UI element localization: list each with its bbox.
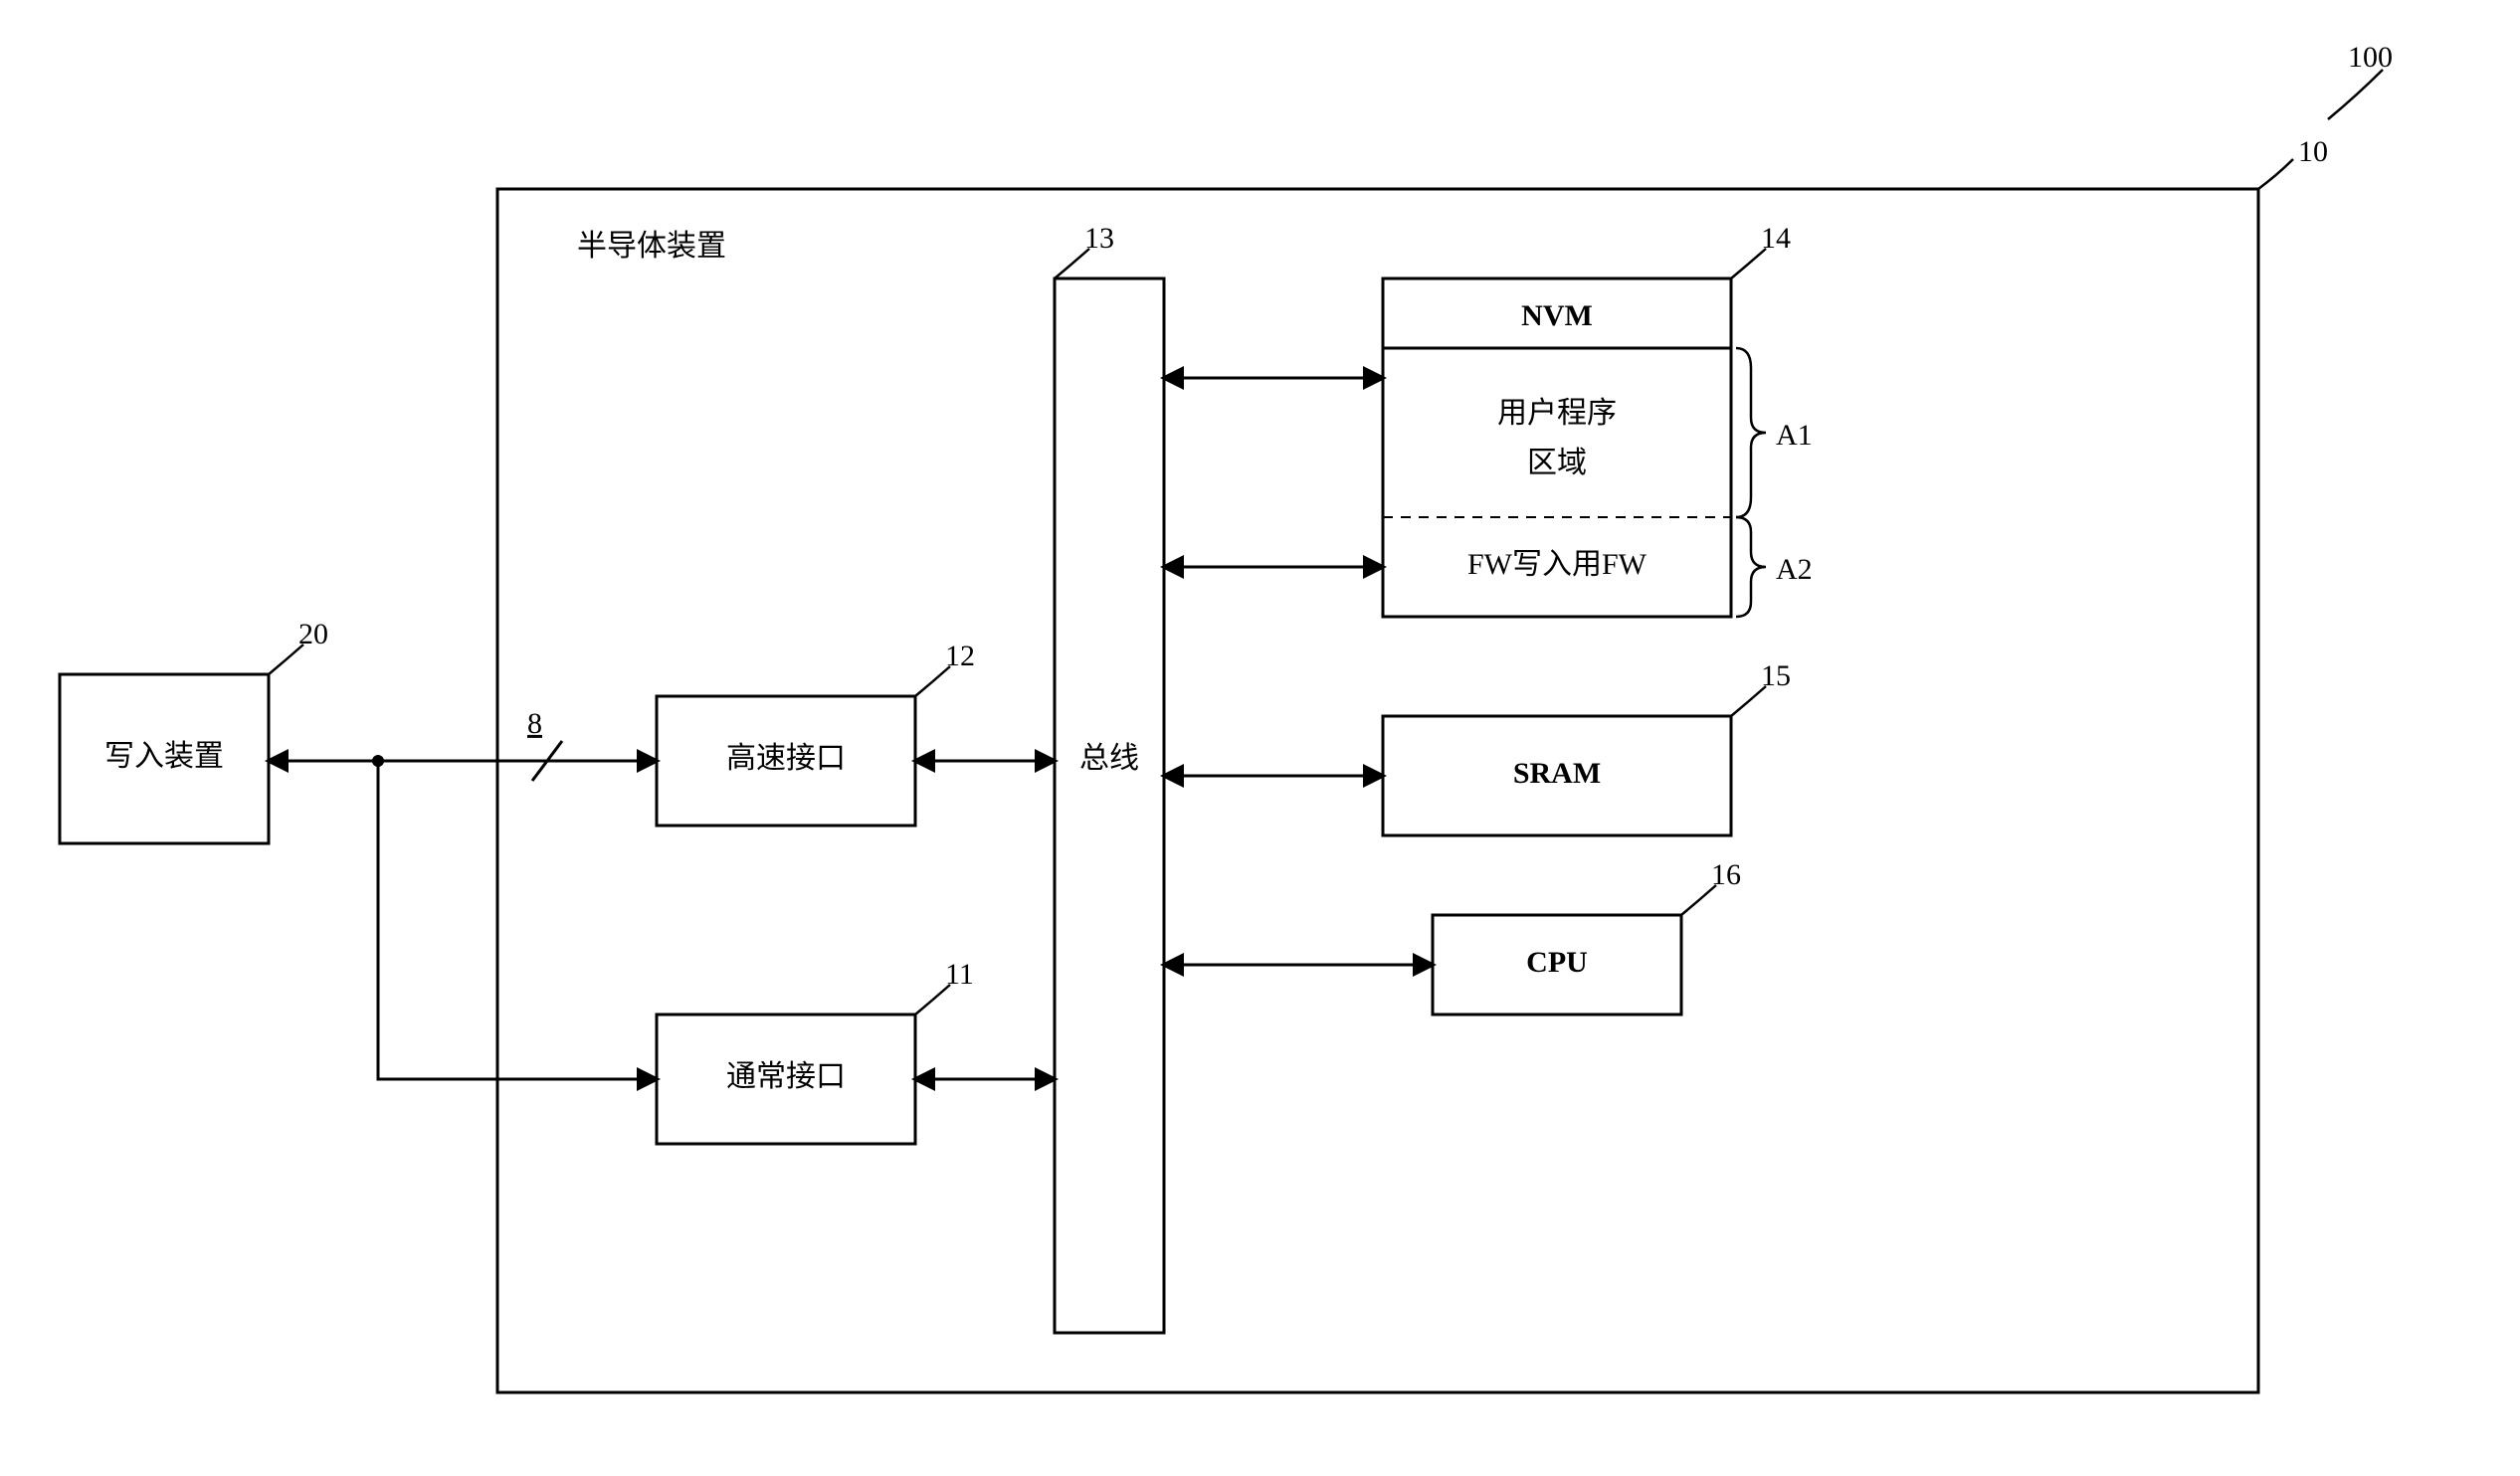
nvm-title: NVM	[1521, 299, 1593, 332]
high-speed-if-ref: 12	[945, 640, 975, 672]
cpu-label: CPU	[1526, 946, 1588, 979]
nvm-area2-label: FW写入用FW	[1467, 548, 1648, 581]
bus8-label: 8	[527, 707, 542, 740]
nvm-a2-ref: A2	[1776, 553, 1813, 586]
sram-ref: 15	[1761, 659, 1791, 692]
semiconductor-title: 半导体装置	[577, 230, 726, 263]
nvm-area1-label-l1: 用户程序	[1497, 397, 1617, 430]
sram-label: SRAM	[1513, 757, 1601, 790]
nvm-area1-label-l2: 区域	[1527, 447, 1587, 479]
write-device-ref: 20	[298, 618, 328, 650]
figure-ref-100: 100	[2348, 41, 2393, 74]
write-device-label: 写入装置	[104, 740, 224, 773]
semiconductor-ref-leader	[2258, 159, 2293, 189]
bus-box	[1055, 278, 1164, 1333]
normal-if-label: 通常接口	[726, 1060, 846, 1093]
high-speed-if-label: 高速接口	[726, 742, 846, 775]
cpu-ref: 16	[1711, 858, 1741, 891]
nvm-ref: 14	[1761, 222, 1791, 255]
figure-ref-100-leader	[2328, 70, 2383, 119]
normal-if-ref: 11	[945, 958, 974, 991]
nvm-a1-ref: A1	[1776, 419, 1813, 452]
semiconductor-ref: 10	[2298, 135, 2328, 168]
bus-label: 总线	[1079, 742, 1139, 775]
bus-ref: 13	[1084, 222, 1114, 255]
